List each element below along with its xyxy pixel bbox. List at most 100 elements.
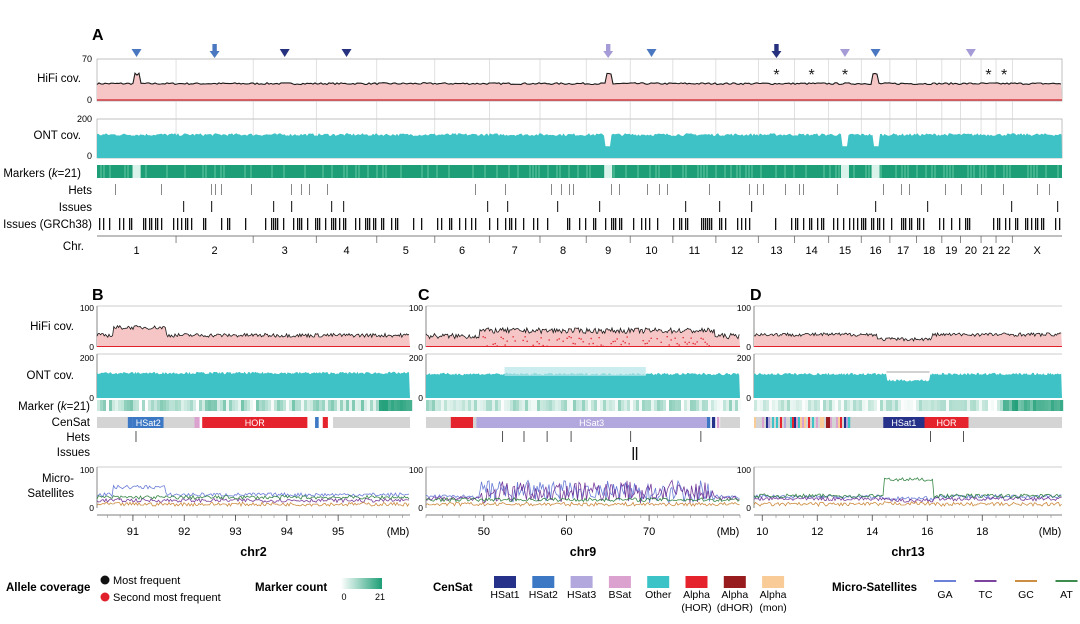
panel-marker-cell: [772, 400, 776, 411]
markers-cell: [697, 165, 699, 178]
panel-marker-cell: [435, 400, 439, 411]
legend-censat-sublabel: (dHOR): [717, 602, 753, 614]
panel-marker-cell: [480, 400, 484, 411]
panel-censat-mixed: [774, 417, 776, 428]
panel-hifi-second-dot: [642, 339, 644, 342]
markers-cell: [205, 165, 207, 178]
markers-cell: [508, 165, 510, 178]
panel-marker-cell: [892, 400, 896, 411]
panel-marker-cell: [847, 400, 851, 411]
markers-cell: [658, 165, 660, 178]
panel-hifi-second-dot: [572, 342, 574, 345]
panel-marker-cell: [394, 400, 398, 411]
issue-tick: [751, 201, 753, 212]
panel-marker-cell: [787, 400, 791, 411]
panel-marker-cell: [600, 400, 604, 411]
panel-marker-cell: [729, 400, 733, 411]
grch38-issue-tick: [221, 218, 223, 230]
panel-marker-cell: [558, 400, 562, 411]
panel-hifi-second-dot: [650, 337, 652, 339]
grch38-issue-tick: [923, 218, 925, 230]
panel-marker-cell: [438, 400, 442, 411]
panel-hifi-second-dot: [590, 337, 592, 340]
markers-cell: [202, 165, 204, 178]
panel-hifi-second-dot: [512, 336, 514, 338]
lower-issues-label: Issues: [57, 447, 90, 459]
panel-hifi-second-dot: [502, 337, 504, 340]
ont-track-label: ONT cov.: [34, 130, 82, 142]
triangle-marker: [341, 49, 352, 57]
markers-cell: [946, 165, 948, 178]
panel-marker-cell: [666, 400, 670, 411]
panel-x-tick-label: 92: [178, 526, 190, 538]
markers-cell: [358, 165, 360, 178]
panel-marker-cell: [925, 400, 929, 411]
hifi-coverage-fill: [97, 73, 1062, 100]
panel-marker-cell: [793, 400, 797, 411]
panel-hifi-second-dot: [582, 341, 584, 343]
lower-ont-label: ONT cov.: [27, 370, 75, 382]
panel-y-tick-label: 0: [89, 503, 94, 513]
panel-hifi-second-dot: [592, 342, 594, 345]
panel-b-label: B: [92, 287, 104, 304]
markers-cell: [556, 165, 558, 178]
panel-marker-cell: [708, 400, 712, 411]
panel-censat-mixed: [840, 417, 842, 428]
grch38-issue-tick: [823, 218, 825, 230]
panel-censat-segment: [127, 417, 133, 428]
panel-hifi-second-dot: [514, 340, 516, 342]
panel-marker-cell: [949, 400, 953, 411]
panel-marker-cell: [877, 400, 881, 411]
panel-marker-cell: [181, 400, 185, 411]
panel-censat-segment: [720, 417, 740, 428]
grch38-issue-tick: [129, 218, 131, 230]
panel-marker-cell: [184, 400, 188, 411]
panel-marker-cell: [612, 400, 616, 411]
grch38-issue-tick: [615, 218, 617, 230]
grch38-issue-tick: [413, 218, 415, 230]
lower-marker-label: Marker (k=21): [18, 401, 90, 413]
panel-marker-cell: [166, 400, 170, 411]
grch38-issue-tick: [143, 218, 145, 230]
panel-hifi-second-dot: [574, 343, 576, 345]
grch38-issue-tick: [1041, 218, 1043, 230]
grch38-issue-tick: [959, 218, 961, 230]
grch38-issue-tick: [547, 218, 549, 230]
panel-marker-cell: [973, 400, 977, 411]
markers-cell: [784, 165, 786, 178]
panel-marker-cell: [247, 400, 251, 411]
grch38-issue-tick: [307, 218, 309, 230]
panel-censat-mixed: [806, 417, 808, 428]
grch38-issue-tick: [821, 218, 823, 230]
panel-marker-cell: [130, 400, 134, 411]
het-tick: [837, 184, 838, 195]
panel-marker-cell: [943, 400, 947, 411]
panel-marker-cell: [850, 400, 854, 411]
panel-marker-cell: [705, 400, 709, 411]
panel-marker-cell: [754, 400, 758, 411]
markers-cell: [1009, 165, 1011, 178]
markers-cell: [865, 165, 867, 178]
lower-microsat-label-1: Micro-: [42, 473, 74, 485]
grch38-issue-tick: [679, 218, 681, 230]
panel-chrom-title: chr9: [570, 545, 596, 559]
panel-marker-cell: [322, 400, 326, 411]
grch38-issue-tick: [797, 218, 799, 230]
grch38-issue-tick: [657, 218, 659, 230]
markers-cell: [931, 165, 933, 178]
panel-censat-segment: [924, 417, 969, 428]
grch38-issue-tick: [509, 218, 511, 230]
markers-cell: [973, 165, 975, 178]
legend-marker-title: Marker count: [255, 582, 327, 594]
panel-marker-cell: [522, 400, 526, 411]
chrom-label-21: 21: [982, 245, 994, 257]
markers-cell: [1045, 165, 1047, 178]
het-tick: [667, 184, 668, 195]
issue-tick: [1057, 201, 1059, 212]
panel-microsat-line: [425, 496, 740, 503]
markers-cell: [715, 165, 717, 178]
hets-track-label: Hets: [68, 185, 92, 197]
panel-microsat-line: [425, 479, 740, 504]
grch38-issue-tick: [227, 218, 229, 230]
